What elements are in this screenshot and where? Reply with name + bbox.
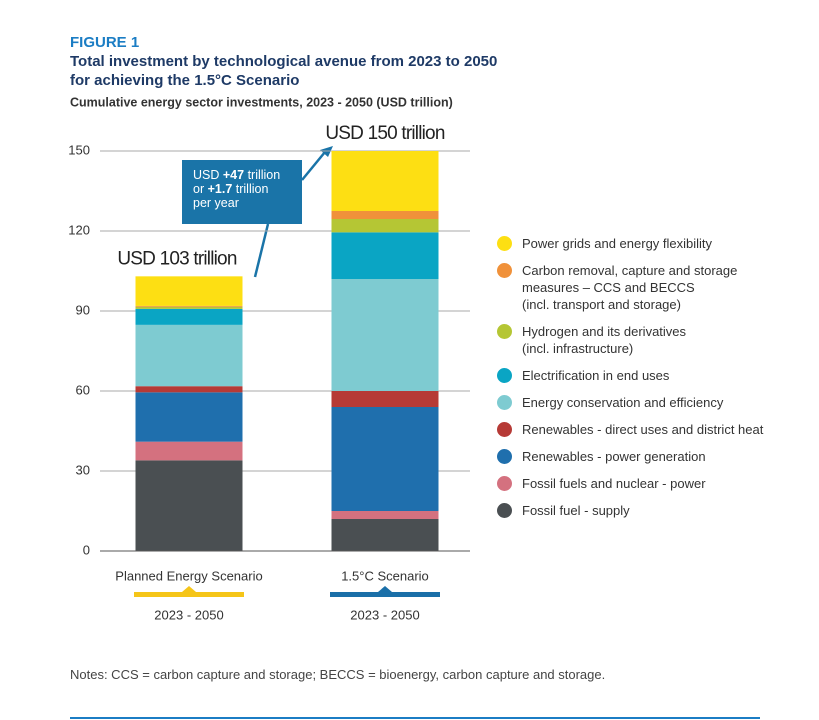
- total-label: USD 103 trillion: [117, 248, 236, 269]
- legend-swatch: [497, 503, 512, 518]
- y-tick-label: 60: [76, 382, 90, 397]
- legend-item: Renewables - power generation: [497, 448, 706, 465]
- legend-label: Renewables - power generation: [522, 449, 706, 464]
- category-underline: [330, 592, 440, 597]
- total-label: USD 150 trillion: [325, 123, 444, 144]
- legend-swatch: [497, 368, 512, 383]
- bar-segment: [331, 219, 439, 233]
- legend-item: Carbon removal, capture and storage meas…: [497, 262, 737, 313]
- bar-segment: [135, 386, 243, 393]
- legend-label: Energy conservation and efficiency: [522, 395, 724, 410]
- notes: Notes: CCS = carbon capture and storage;…: [70, 667, 606, 682]
- figure-label: FIGURE 1: [70, 34, 140, 51]
- chart-title: Total investment by technological avenue…: [70, 53, 498, 89]
- category-pointer: [378, 586, 392, 592]
- legend-item: Renewables - direct uses and district he…: [497, 421, 763, 438]
- legend-label: Hydrogen and its derivatives (incl. infr…: [522, 324, 687, 356]
- y-tick-label: 30: [76, 462, 90, 477]
- legend-swatch: [497, 449, 512, 464]
- legend-item: Fossil fuels and nuclear - power: [497, 475, 706, 492]
- y-tick-label: 150: [68, 142, 90, 157]
- bar-segment: [135, 392, 243, 442]
- callout-text: USD +47 trillion: [193, 168, 280, 182]
- x-tick-label: Planned Energy Scenario: [115, 568, 262, 583]
- bar-segment: [135, 441, 243, 461]
- y-tick-label: 90: [76, 302, 90, 317]
- category-sublabel: 2023 - 2050: [154, 607, 223, 622]
- callout-text: per year: [193, 196, 239, 210]
- category-pointer: [182, 586, 196, 592]
- callout-part: USD: [193, 168, 223, 182]
- bar-segment: [135, 460, 243, 551]
- bar-segment: [135, 324, 243, 387]
- bar-segment: [135, 276, 243, 306]
- bar-segment: [331, 519, 439, 551]
- bar-segment: [331, 407, 439, 511]
- legend-item: Hydrogen and its derivatives (incl. infr…: [497, 323, 686, 357]
- legend-swatch: [497, 263, 512, 278]
- bar-segment: [135, 305, 243, 307]
- legend-swatch: [497, 324, 512, 339]
- legend-label: Renewables - direct uses and district he…: [522, 422, 764, 437]
- callout-part: or: [193, 182, 208, 196]
- callout-connector: [253, 223, 270, 278]
- callout-part: trillion: [232, 182, 268, 196]
- legend-swatch: [497, 395, 512, 410]
- legend-swatch: [497, 422, 512, 437]
- legend-item: Fossil fuel - supply: [497, 502, 630, 519]
- callout-part: trillion: [244, 168, 280, 182]
- callout-arrow: [301, 151, 326, 181]
- legend-label: Power grids and energy flexibility: [522, 236, 713, 251]
- y-tick-label: 120: [68, 222, 90, 237]
- bar-segment: [135, 308, 243, 325]
- bar-segment: [331, 511, 439, 519]
- title-block: FIGURE 1 Total investment by technologic…: [70, 14, 497, 90]
- x-tick-label: 1.5°C Scenario: [341, 568, 429, 583]
- callout-part: +47: [223, 168, 244, 182]
- callout-part: +1.7: [208, 182, 233, 196]
- category-underline: [134, 592, 244, 597]
- bar-segment: [331, 211, 439, 219]
- bar-segment: [331, 151, 439, 211]
- legend-item: Electrification in end uses: [497, 367, 669, 384]
- legend-swatch: [497, 236, 512, 251]
- legend-label: Fossil fuels and nuclear - power: [522, 476, 706, 491]
- bar-segment: [331, 279, 439, 391]
- y-axis-label: Cumulative energy sector investments, 20…: [70, 95, 453, 109]
- callout-part: per year: [193, 196, 239, 210]
- y-tick-label: 0: [83, 542, 90, 557]
- callout-box: [182, 160, 302, 224]
- bar-segment: [331, 391, 439, 407]
- legend-item: Power grids and energy flexibility: [497, 235, 712, 252]
- bar-segment: [331, 232, 439, 279]
- category-sublabel: 2023 - 2050: [350, 607, 419, 622]
- legend-label: Carbon removal, capture and storage meas…: [522, 263, 738, 312]
- legend-item: Energy conservation and efficiency: [497, 394, 723, 411]
- legend-swatch: [497, 476, 512, 491]
- callout-text: or +1.7 trillion: [193, 182, 268, 196]
- legend-label: Electrification in end uses: [522, 368, 670, 383]
- bar-segment: [135, 306, 243, 309]
- legend-label: Fossil fuel - supply: [522, 503, 630, 518]
